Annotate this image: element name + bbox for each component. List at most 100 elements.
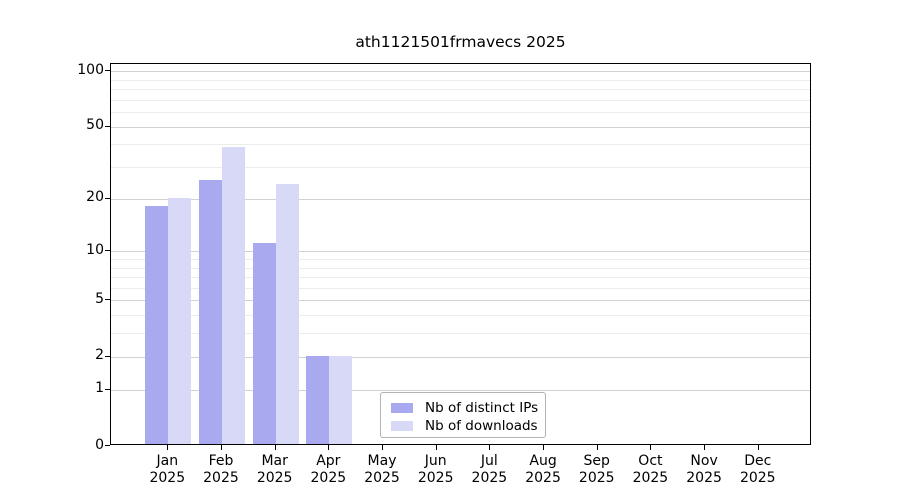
y-tick-label: 100 bbox=[77, 61, 104, 78]
month-label: Sep bbox=[583, 453, 610, 469]
x-tick-label: Nov 2025 bbox=[672, 453, 736, 487]
year-label: 2025 bbox=[203, 470, 239, 486]
bar-downloads bbox=[329, 355, 353, 444]
month-label: May bbox=[367, 453, 397, 469]
bar-distinct-ips bbox=[306, 355, 330, 444]
x-tick-mark bbox=[489, 445, 491, 450]
x-tick-label: Mar 2025 bbox=[243, 453, 307, 487]
y-tick-label: 1 bbox=[95, 380, 104, 397]
x-tick-mark bbox=[435, 445, 437, 450]
x-tick-mark bbox=[167, 445, 169, 450]
year-label: 2025 bbox=[256, 470, 293, 486]
month-label: Oct bbox=[638, 453, 663, 469]
year-label: 2025 bbox=[578, 470, 615, 486]
bar-downloads bbox=[221, 147, 245, 444]
y-tick-label: 5 bbox=[95, 290, 104, 307]
month-label: Feb bbox=[208, 453, 234, 469]
y-tick-mark bbox=[105, 355, 110, 357]
y-tick-label: 2 bbox=[95, 347, 104, 364]
minor-gridline bbox=[111, 144, 810, 146]
minor-gridline bbox=[111, 315, 810, 317]
year-label: 2025 bbox=[525, 470, 561, 486]
x-tick-label: Dec 2025 bbox=[726, 453, 790, 487]
month-label: Dec bbox=[744, 453, 772, 469]
bar-downloads bbox=[275, 183, 299, 444]
legend: Nb of distinct IPs Nb of downloads bbox=[380, 392, 546, 438]
month-label: Apr bbox=[316, 453, 341, 469]
minor-gridline bbox=[111, 99, 810, 101]
year-label: 2025 bbox=[417, 470, 454, 486]
month-label: Nov bbox=[690, 453, 718, 469]
y-tick-label: 10 bbox=[86, 241, 104, 258]
month-label: Mar bbox=[261, 453, 288, 469]
month-label: Aug bbox=[529, 453, 557, 469]
x-tick-label: Jun 2025 bbox=[404, 453, 468, 487]
plot-area bbox=[110, 63, 811, 445]
major-gridline bbox=[111, 300, 810, 302]
year-label: 2025 bbox=[364, 470, 400, 486]
y-tick-mark bbox=[105, 299, 110, 301]
month-label: Jan bbox=[156, 453, 179, 469]
bar-distinct-ips bbox=[145, 205, 169, 444]
minor-gridline bbox=[111, 277, 810, 279]
minor-gridline bbox=[111, 89, 810, 91]
downloads-swatch bbox=[391, 420, 413, 431]
minor-gridline bbox=[111, 267, 810, 269]
year-label: 2025 bbox=[686, 470, 722, 486]
minor-gridline bbox=[111, 259, 810, 260]
x-tick-label: Jul 2025 bbox=[457, 453, 521, 487]
year-label: 2025 bbox=[149, 470, 186, 486]
year-label: 2025 bbox=[739, 470, 776, 486]
x-tick-mark bbox=[274, 445, 276, 450]
legend-item-downloads: Nb of downloads bbox=[391, 417, 538, 434]
distinct-ips-swatch bbox=[391, 402, 413, 413]
minor-gridline bbox=[111, 333, 810, 335]
y-tick-mark bbox=[105, 445, 110, 446]
x-tick-mark bbox=[382, 445, 384, 450]
x-tick-label: Jan 2025 bbox=[135, 453, 199, 487]
chart-title: ath1121501frmavecs 2025 bbox=[355, 33, 566, 51]
y-tick-mark bbox=[105, 388, 110, 390]
x-tick-label: Aug 2025 bbox=[511, 453, 575, 487]
year-label: 2025 bbox=[632, 470, 669, 486]
x-tick-mark bbox=[704, 445, 706, 450]
bar-downloads bbox=[168, 197, 192, 444]
major-gridline bbox=[111, 356, 810, 358]
y-tick-label: 0 bbox=[95, 436, 104, 453]
y-tick-label: 20 bbox=[86, 189, 104, 206]
x-tick-mark bbox=[596, 445, 598, 450]
month-label: Jul bbox=[480, 453, 498, 469]
x-tick-mark bbox=[543, 445, 545, 450]
y-tick-mark bbox=[105, 250, 110, 252]
x-tick-label: Oct 2025 bbox=[618, 453, 682, 487]
minor-gridline bbox=[111, 112, 810, 114]
minor-gridline bbox=[111, 287, 810, 289]
bar-distinct-ips bbox=[252, 243, 276, 444]
legend-item-distinct-ips: Nb of distinct IPs bbox=[391, 399, 539, 416]
month-label: Jun bbox=[424, 453, 447, 469]
year-label: 2025 bbox=[471, 470, 508, 486]
x-tick-label: Sep 2025 bbox=[565, 453, 629, 487]
major-gridline bbox=[111, 71, 810, 73]
major-gridline bbox=[111, 389, 810, 391]
minor-gridline bbox=[111, 79, 810, 81]
x-tick-mark bbox=[328, 445, 330, 450]
x-tick-label: May 2025 bbox=[350, 453, 414, 487]
x-tick-mark bbox=[757, 445, 759, 450]
legend-label-distinct-ips: Nb of distinct IPs bbox=[425, 399, 539, 416]
bar-distinct-ips bbox=[198, 180, 222, 444]
major-gridline bbox=[111, 251, 810, 253]
x-tick-label: Feb 2025 bbox=[189, 453, 253, 487]
y-tick-mark bbox=[105, 125, 110, 127]
year-label: 2025 bbox=[310, 470, 347, 486]
legend-label-downloads: Nb of downloads bbox=[425, 417, 538, 434]
x-tick-label: Apr 2025 bbox=[296, 453, 360, 487]
y-tick-label: 50 bbox=[86, 117, 104, 134]
y-tick-mark bbox=[105, 197, 110, 199]
minor-gridline bbox=[111, 167, 810, 169]
y-tick-mark bbox=[105, 70, 110, 72]
major-gridline bbox=[111, 198, 810, 200]
x-tick-mark bbox=[650, 445, 652, 450]
x-tick-mark bbox=[220, 445, 222, 450]
